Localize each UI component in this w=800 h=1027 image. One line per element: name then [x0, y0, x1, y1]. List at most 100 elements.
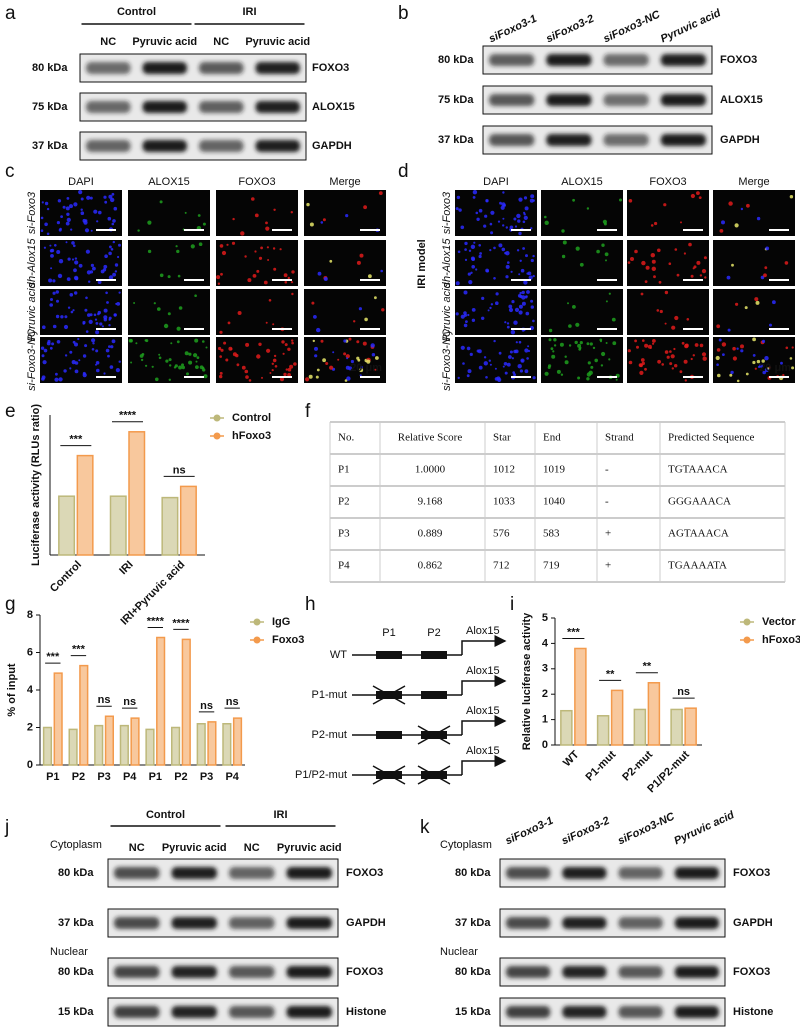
cell	[356, 340, 360, 344]
mw-label: 80 kDa	[32, 62, 68, 74]
cell	[532, 274, 535, 278]
legend-label: hFoxo3	[762, 634, 800, 646]
cell	[718, 338, 722, 342]
cell	[690, 274, 694, 278]
cell	[273, 354, 277, 358]
cell	[168, 358, 172, 362]
cell	[284, 280, 288, 284]
cell	[489, 363, 492, 366]
cell	[508, 307, 514, 313]
cell	[499, 201, 502, 205]
group-label: IRI	[273, 809, 287, 821]
construct-label: P2-mut	[312, 729, 347, 741]
cell	[577, 343, 582, 348]
cell	[521, 295, 526, 300]
cell	[50, 298, 53, 301]
cell	[41, 201, 44, 204]
channel-label: FOXO3	[649, 176, 686, 188]
cell	[780, 361, 783, 365]
blot-band	[674, 917, 719, 929]
cell	[664, 290, 669, 295]
cell	[74, 276, 79, 281]
cell	[717, 373, 721, 378]
significance-label: ****	[172, 617, 190, 629]
cell	[485, 268, 489, 273]
x-tick-label: P2	[72, 771, 85, 783]
cell	[107, 354, 110, 358]
cell	[521, 359, 524, 362]
cell	[465, 320, 468, 323]
cell	[103, 308, 108, 313]
blot-band	[142, 62, 187, 74]
cell	[463, 311, 467, 315]
protein-label: FOXO3	[720, 54, 757, 66]
cell	[544, 371, 549, 376]
cell	[252, 274, 257, 278]
table-cell: AGTAAACA	[668, 528, 729, 540]
cell	[41, 377, 45, 381]
blot-band	[171, 867, 217, 879]
cell	[282, 352, 285, 355]
cell	[344, 379, 348, 382]
blot-band	[489, 94, 535, 106]
cell	[170, 342, 173, 345]
cell	[111, 192, 115, 196]
cell	[517, 294, 522, 298]
cell	[458, 208, 462, 212]
cell	[58, 377, 63, 382]
cell	[716, 324, 721, 329]
cell	[516, 213, 521, 219]
bar	[128, 431, 146, 556]
cell	[524, 295, 528, 299]
cell	[105, 291, 108, 295]
blot-band	[86, 140, 131, 152]
cell	[315, 375, 319, 379]
cell	[374, 296, 377, 300]
cell	[735, 302, 739, 306]
cell	[322, 358, 326, 363]
cell	[219, 355, 222, 358]
cell	[112, 272, 116, 277]
cell	[329, 259, 333, 263]
cell	[108, 275, 114, 280]
cell	[684, 343, 689, 349]
cell	[74, 369, 79, 374]
cell	[113, 313, 117, 317]
cell	[82, 373, 87, 378]
cell	[627, 349, 631, 353]
cell	[506, 322, 510, 325]
cell	[261, 376, 263, 379]
cell	[196, 356, 200, 359]
cell	[634, 339, 637, 343]
panel-letter: c	[5, 161, 15, 182]
blot-band	[660, 134, 706, 146]
cell	[116, 302, 121, 306]
cell	[500, 205, 505, 210]
cell	[89, 196, 93, 200]
cell	[203, 374, 208, 379]
cell	[552, 350, 555, 353]
cell	[274, 365, 278, 368]
channel-label: Merge	[329, 176, 360, 188]
cell	[504, 321, 507, 324]
cell	[279, 248, 282, 251]
significance-label: **	[606, 668, 615, 680]
lane-label: siFoxo3-1	[504, 815, 556, 848]
cell	[487, 309, 490, 312]
cell	[653, 275, 656, 279]
cell	[167, 275, 171, 279]
cell	[791, 346, 794, 349]
cell	[522, 247, 525, 250]
cell	[464, 241, 468, 246]
cell	[526, 357, 529, 360]
cell	[198, 242, 203, 246]
table-cell: TGAAAATA	[668, 560, 727, 572]
cell	[306, 202, 310, 207]
cell	[471, 257, 476, 262]
blot-band	[114, 867, 160, 879]
cell	[85, 330, 89, 333]
cell	[727, 328, 731, 332]
cell	[130, 361, 133, 364]
cell	[601, 351, 606, 357]
micrograph	[627, 190, 709, 236]
